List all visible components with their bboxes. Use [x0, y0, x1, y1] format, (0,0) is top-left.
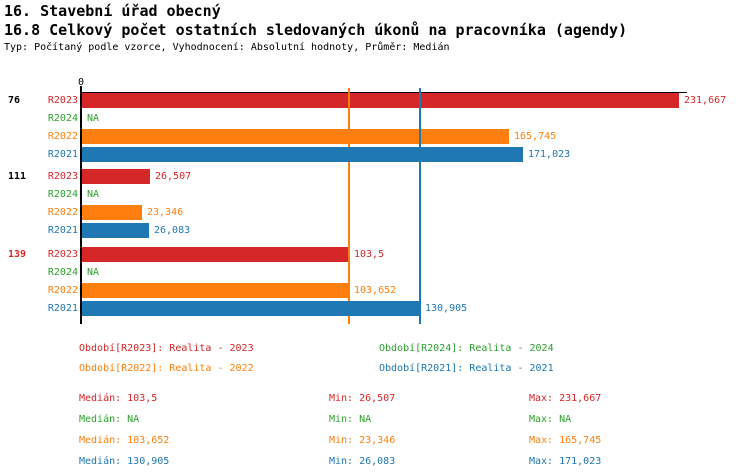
bar-r2021 [82, 301, 420, 316]
year-label-r2023: R2023 [47, 171, 78, 182]
legend-item-r2023: Období[R2023]: Realita - 2023 [79, 343, 254, 354]
bar-r2023 [82, 93, 679, 108]
year-label-r2022: R2022 [47, 285, 78, 296]
stat-median-r2021: Medián: 130,905 [79, 456, 170, 467]
stat-median-r2023: Medián: 103,5 [79, 393, 158, 404]
year-label-r2022: R2022 [47, 131, 78, 142]
stat-max-r2021: Max: 171,023 [529, 456, 602, 467]
stat-max-r2023: Max: 231,667 [529, 393, 602, 404]
y-axis-line [80, 86, 82, 324]
stat-min-r2024: Min: NA [329, 414, 372, 425]
stat-min-r2022: Min: 23,346 [329, 435, 396, 446]
bar-value-label: 171,023 [528, 149, 571, 160]
bar-r2022 [82, 129, 509, 144]
bar-value-label: 103,652 [354, 285, 397, 296]
bar-value-label: 165,745 [514, 131, 557, 142]
bar-value-label: 103,5 [354, 249, 385, 260]
top-ruler-line [81, 92, 687, 93]
bar-r2023 [82, 169, 150, 184]
stat-min-r2021: Min: 26,083 [329, 456, 396, 467]
year-label-r2021: R2021 [47, 149, 78, 160]
bar-r2023 [82, 247, 349, 262]
page-subtitle: 16.8 Celkový počet ostatních sledovaných… [4, 21, 628, 39]
bar-r2022 [82, 205, 142, 220]
bar-value-label: 26,507 [155, 171, 192, 182]
legend-item-r2021: Období[R2021]: Realita - 2021 [379, 363, 554, 374]
bar-value-label: 26,083 [154, 225, 191, 236]
na-value-label: NA [87, 267, 100, 278]
chart-meta-line: Typ: Počítaný podle vzorce, Vyhodnocení:… [4, 42, 450, 53]
bar-value-label: 231,667 [684, 95, 727, 106]
year-label-r2023: R2023 [47, 249, 78, 260]
group-label: 76 [8, 95, 21, 106]
bar-r2021 [82, 147, 523, 162]
year-label-r2021: R2021 [47, 225, 78, 236]
page-title: 16. Stavební úřad obecný [4, 2, 221, 20]
stat-max-r2024: Max: NA [529, 414, 572, 425]
median-line-r2021 [419, 88, 421, 324]
na-value-label: NA [87, 189, 100, 200]
stat-median-r2024: Medián: NA [79, 414, 140, 425]
year-label-r2021: R2021 [47, 303, 78, 314]
stat-max-r2022: Max: 165,745 [529, 435, 602, 446]
axis-zero-tick-label: 0 [77, 77, 85, 88]
legend-item-r2022: Období[R2022]: Realita - 2022 [79, 363, 254, 374]
stat-min-r2023: Min: 26,507 [329, 393, 396, 404]
bar-value-label: 23,346 [147, 207, 184, 218]
bar-r2021 [82, 223, 149, 238]
legend-item-r2024: Období[R2024]: Realita - 2024 [379, 343, 554, 354]
na-value-label: NA [87, 113, 100, 124]
year-label-r2022: R2022 [47, 207, 78, 218]
year-label-r2024: R2024 [47, 189, 78, 200]
year-label-r2023: R2023 [47, 95, 78, 106]
median-line-r2022 [348, 88, 350, 324]
stat-median-r2022: Medián: 103,652 [79, 435, 170, 446]
group-label: 111 [8, 171, 27, 182]
bar-r2022 [82, 283, 349, 298]
group-label: 139 [8, 249, 27, 260]
year-label-r2024: R2024 [47, 267, 78, 278]
year-label-r2024: R2024 [47, 113, 78, 124]
bar-value-label: 130,905 [425, 303, 468, 314]
